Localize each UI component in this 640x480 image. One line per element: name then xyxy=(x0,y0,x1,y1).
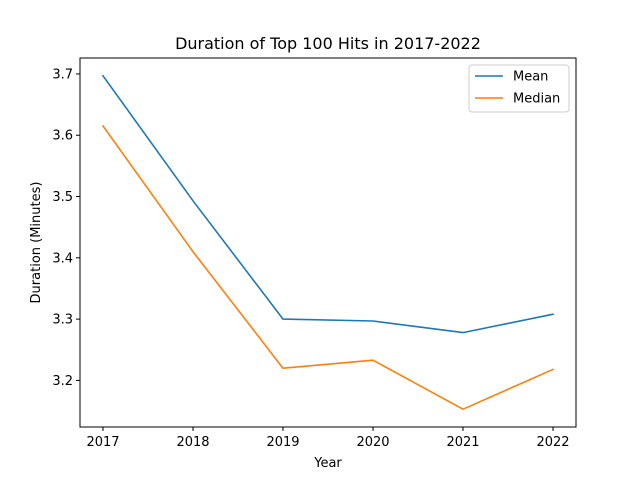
y-tick-label: 3.4 xyxy=(52,251,73,266)
y-tick-label: 3.2 xyxy=(52,374,73,389)
x-tick-label: 2019 xyxy=(266,435,299,450)
y-tick-label: 3.5 xyxy=(52,190,73,205)
series-line-mean xyxy=(101,74,554,334)
y-axis-label: Duration (Minutes) xyxy=(29,182,44,304)
x-axis-label: Year xyxy=(313,456,342,471)
y-tick-label: 3.7 xyxy=(52,67,73,82)
legend-label-median: Median xyxy=(513,92,560,107)
x-axis: 2017 2018 2019 2020 2021 2022 xyxy=(86,427,570,450)
y-tick-label: 3.3 xyxy=(52,313,73,328)
y-axis: 3.2 3.3 3.4 3.5 3.6 3.7 xyxy=(52,67,80,389)
plot-frame xyxy=(79,57,577,428)
series-group xyxy=(101,74,555,411)
x-tick-label: 2018 xyxy=(176,435,209,450)
x-tick-label: 2017 xyxy=(86,435,119,450)
x-tick-label: 2021 xyxy=(446,435,479,450)
x-tick-label: 2022 xyxy=(536,435,569,450)
series-line-median xyxy=(101,124,555,411)
legend-label-mean: Mean xyxy=(513,70,548,85)
x-tick-label: 2020 xyxy=(356,435,389,450)
chart-title: Duration of Top 100 Hits in 2017-2022 xyxy=(175,34,481,53)
y-tick-label: 3.6 xyxy=(52,129,73,144)
legend: Mean Median xyxy=(468,64,570,113)
